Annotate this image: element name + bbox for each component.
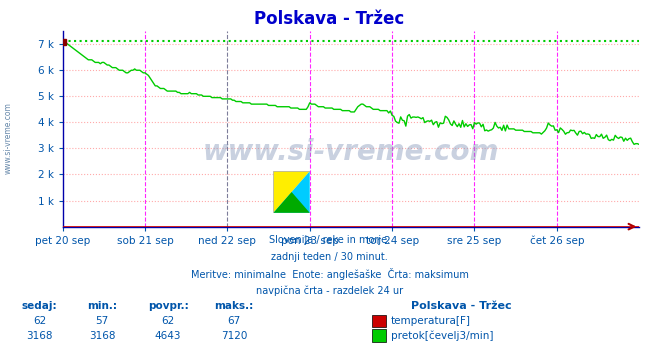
Text: Meritve: minimalne  Enote: anglešaške  Črta: maksimum: Meritve: minimalne Enote: anglešaške Črt… <box>190 268 469 280</box>
Text: sedaj:: sedaj: <box>22 301 57 311</box>
Text: temperatura[F]: temperatura[F] <box>391 316 471 326</box>
Text: 62: 62 <box>33 316 46 326</box>
Text: www.si-vreme.com: www.si-vreme.com <box>4 102 13 174</box>
Text: 3168: 3168 <box>89 331 115 340</box>
Text: pretok[čevelj3/min]: pretok[čevelj3/min] <box>391 330 494 341</box>
Text: 4643: 4643 <box>155 331 181 340</box>
Text: maks.:: maks.: <box>214 301 254 311</box>
Text: zadnji teden / 30 minut.: zadnji teden / 30 minut. <box>271 252 388 262</box>
Polygon shape <box>273 171 310 213</box>
Text: www.si-vreme.com: www.si-vreme.com <box>203 138 499 166</box>
Text: Polskava - Tržec: Polskava - Tržec <box>411 301 511 311</box>
Text: 7120: 7120 <box>221 331 247 340</box>
Polygon shape <box>273 171 310 213</box>
Text: Polskava - Tržec: Polskava - Tržec <box>254 10 405 28</box>
Text: 3168: 3168 <box>26 331 53 340</box>
Text: 62: 62 <box>161 316 175 326</box>
Text: Slovenija / reke in morje.: Slovenija / reke in morje. <box>269 236 390 245</box>
Text: navpična črta - razdelek 24 ur: navpična črta - razdelek 24 ur <box>256 285 403 295</box>
Text: min.:: min.: <box>87 301 117 311</box>
Text: 57: 57 <box>96 316 109 326</box>
Polygon shape <box>273 192 310 213</box>
Text: povpr.:: povpr.: <box>148 301 188 311</box>
Text: 67: 67 <box>227 316 241 326</box>
